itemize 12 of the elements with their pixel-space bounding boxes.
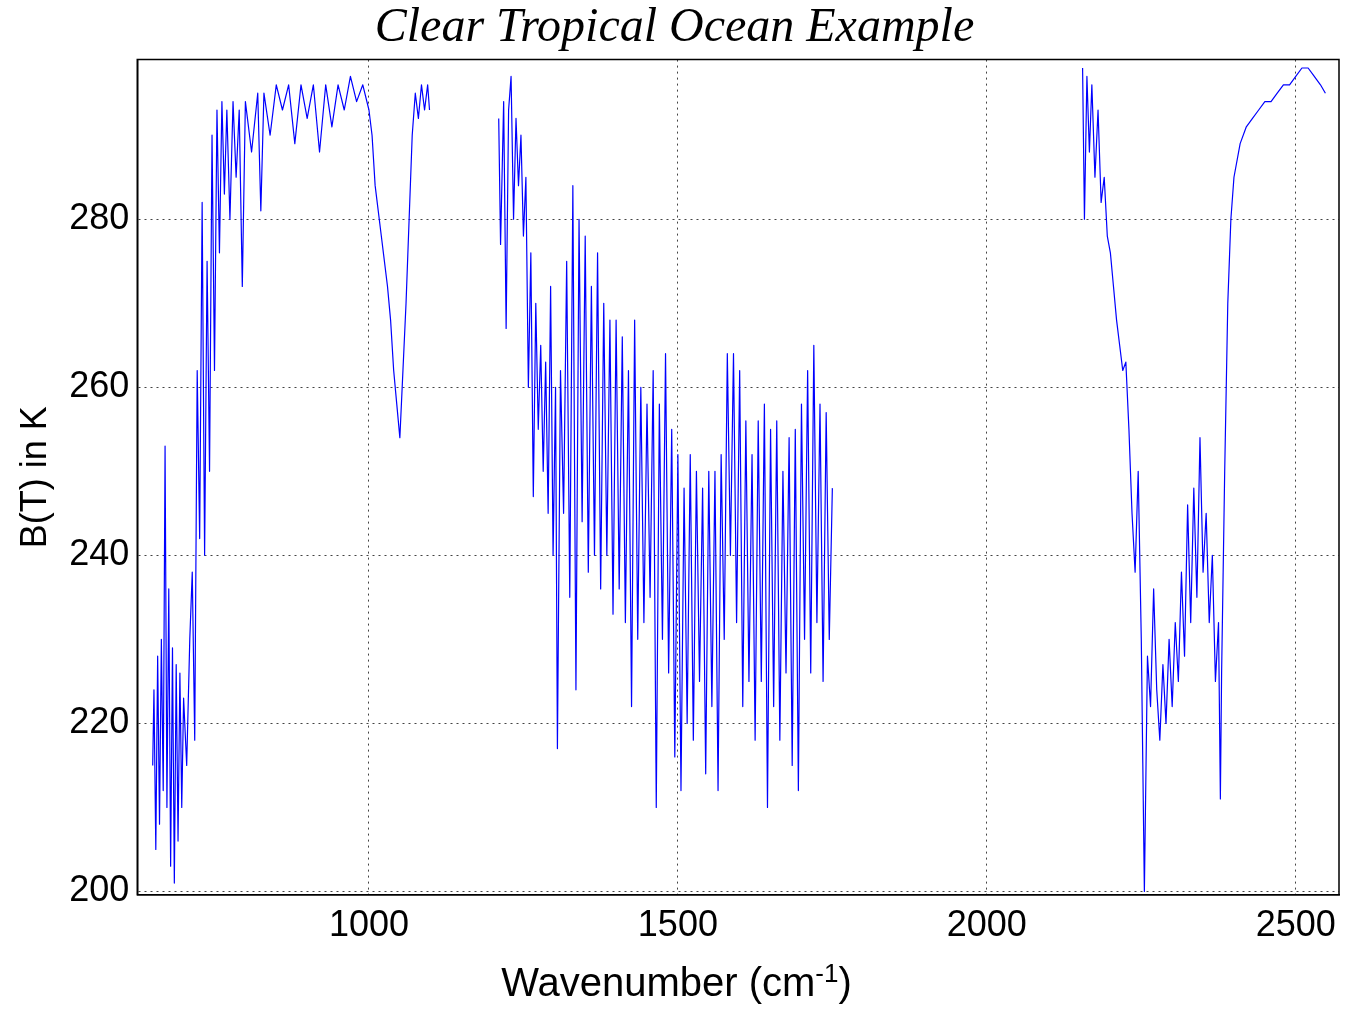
- y-tick-label: 260: [69, 364, 130, 406]
- x-tick-label: 2500: [1255, 903, 1336, 945]
- x-tick-label: 1000: [328, 903, 410, 945]
- x-axis-title: Wavenumber (cm$^{-1}$): [500, 958, 853, 1006]
- y-tick-label: 200: [69, 868, 130, 910]
- y-axis-title: B(T) in K: [12, 406, 54, 549]
- y-tick-label: 240: [69, 532, 130, 574]
- y-tick-label: 220: [69, 700, 130, 742]
- x-tick-label: 1500: [637, 903, 718, 945]
- chart-title: Clear Tropical Ocean Example: [374, 0, 975, 52]
- y-tick-label: 280: [69, 196, 130, 238]
- x-tick-label: 2000: [946, 903, 1027, 945]
